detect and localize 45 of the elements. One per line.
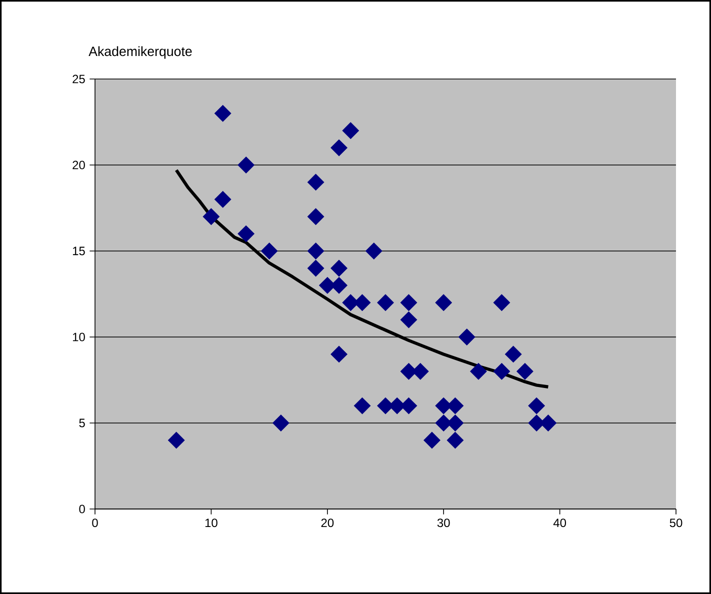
point [307,174,324,191]
y-tick-label: 20 [72,160,85,170]
point [528,397,545,414]
y-tick-label: 5 [79,418,85,428]
point [424,432,440,449]
point [493,294,510,311]
point [377,294,394,311]
x-tick-label: 0 [92,518,98,528]
y-tick-label: 25 [72,74,85,84]
point [307,260,324,277]
x-tick-label: 10 [205,518,218,528]
x-tick-label: 40 [553,518,566,528]
point [400,311,418,328]
point [504,346,522,363]
point [435,294,452,311]
point [330,139,348,156]
point [342,122,360,139]
point [493,363,510,380]
point [330,346,348,363]
line-series [174,168,550,388]
point [272,414,290,432]
x-tick-label: 20 [321,518,334,528]
point [214,191,232,208]
y-tick-label: 0 [79,504,85,514]
point [307,208,324,225]
point [168,432,185,449]
point [238,225,254,242]
point [238,156,254,174]
point [366,242,382,260]
point [202,208,220,225]
x-tick-label: 50 [670,518,682,528]
point [458,328,476,346]
y-tick-label: 15 [72,246,85,256]
point [330,260,348,277]
point [470,363,487,380]
x-tick-label: 30 [437,518,450,528]
point [354,397,371,414]
point [307,242,324,260]
point [260,242,278,260]
point [400,294,418,311]
y-tick-label: 10 [72,332,85,342]
point [214,105,232,122]
y-axis-title: Akademikerquote [88,46,192,59]
point [446,432,464,449]
point [516,363,534,380]
